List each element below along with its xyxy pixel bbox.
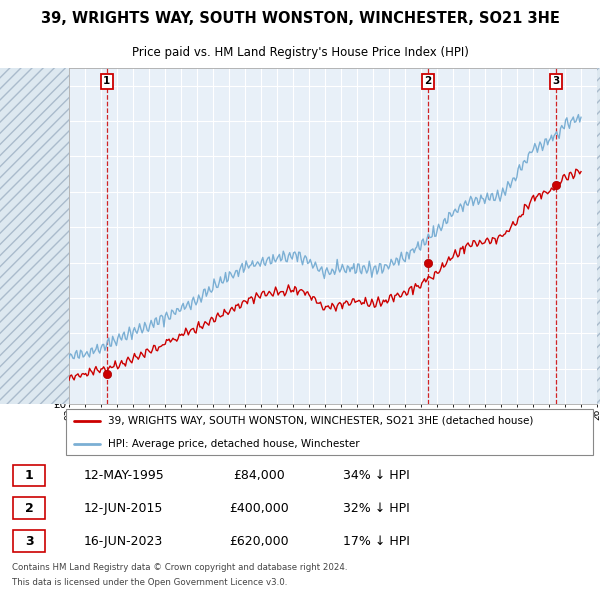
Text: £84,000: £84,000 [233, 469, 285, 482]
Text: 3: 3 [25, 535, 34, 548]
Text: 17% ↓ HPI: 17% ↓ HPI [343, 535, 410, 548]
FancyBboxPatch shape [13, 530, 46, 552]
Text: 1: 1 [25, 469, 34, 482]
FancyBboxPatch shape [13, 497, 46, 519]
Text: 16-JUN-2023: 16-JUN-2023 [84, 535, 163, 548]
FancyBboxPatch shape [13, 464, 46, 486]
Text: 12-JUN-2015: 12-JUN-2015 [84, 502, 163, 515]
Text: HPI: Average price, detached house, Winchester: HPI: Average price, detached house, Winc… [109, 439, 360, 449]
Text: £400,000: £400,000 [229, 502, 289, 515]
Text: 3: 3 [553, 76, 560, 86]
Text: £620,000: £620,000 [229, 535, 289, 548]
Text: Contains HM Land Registry data © Crown copyright and database right 2024.: Contains HM Land Registry data © Crown c… [12, 562, 347, 572]
Text: Price paid vs. HM Land Registry's House Price Index (HPI): Price paid vs. HM Land Registry's House … [131, 47, 469, 60]
Text: 12-MAY-1995: 12-MAY-1995 [83, 469, 164, 482]
Text: 1: 1 [103, 76, 110, 86]
Text: 2: 2 [25, 502, 34, 515]
Text: This data is licensed under the Open Government Licence v3.0.: This data is licensed under the Open Gov… [12, 578, 287, 588]
Text: 2: 2 [425, 76, 432, 86]
FancyBboxPatch shape [65, 409, 593, 455]
Text: 39, WRIGHTS WAY, SOUTH WONSTON, WINCHESTER, SO21 3HE (detached house): 39, WRIGHTS WAY, SOUTH WONSTON, WINCHEST… [109, 415, 534, 425]
Text: 39, WRIGHTS WAY, SOUTH WONSTON, WINCHESTER, SO21 3HE: 39, WRIGHTS WAY, SOUTH WONSTON, WINCHEST… [41, 11, 559, 27]
Text: 32% ↓ HPI: 32% ↓ HPI [343, 502, 410, 515]
Text: 34% ↓ HPI: 34% ↓ HPI [343, 469, 410, 482]
